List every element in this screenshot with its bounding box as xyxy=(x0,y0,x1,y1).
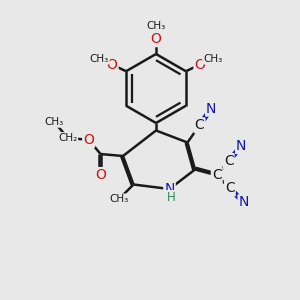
Text: C: C xyxy=(224,154,234,168)
Text: C: C xyxy=(212,168,222,182)
Text: N: N xyxy=(164,182,175,196)
Text: H: H xyxy=(167,191,176,204)
Text: CH₃: CH₃ xyxy=(146,21,166,31)
Text: C: C xyxy=(225,182,235,196)
Text: N: N xyxy=(236,139,246,153)
Text: CH₃: CH₃ xyxy=(90,54,109,64)
Text: CH₃: CH₃ xyxy=(109,194,128,204)
Text: CH₂: CH₂ xyxy=(58,133,77,143)
Text: O: O xyxy=(151,32,161,46)
Text: O: O xyxy=(107,58,118,72)
Text: O: O xyxy=(83,133,94,147)
Text: O: O xyxy=(194,58,205,72)
Text: N: N xyxy=(238,195,249,209)
Text: CH₃: CH₃ xyxy=(203,54,222,64)
Text: C: C xyxy=(195,118,204,132)
Text: N: N xyxy=(206,102,216,116)
Text: CH₃: CH₃ xyxy=(45,117,64,127)
Text: O: O xyxy=(95,168,106,182)
